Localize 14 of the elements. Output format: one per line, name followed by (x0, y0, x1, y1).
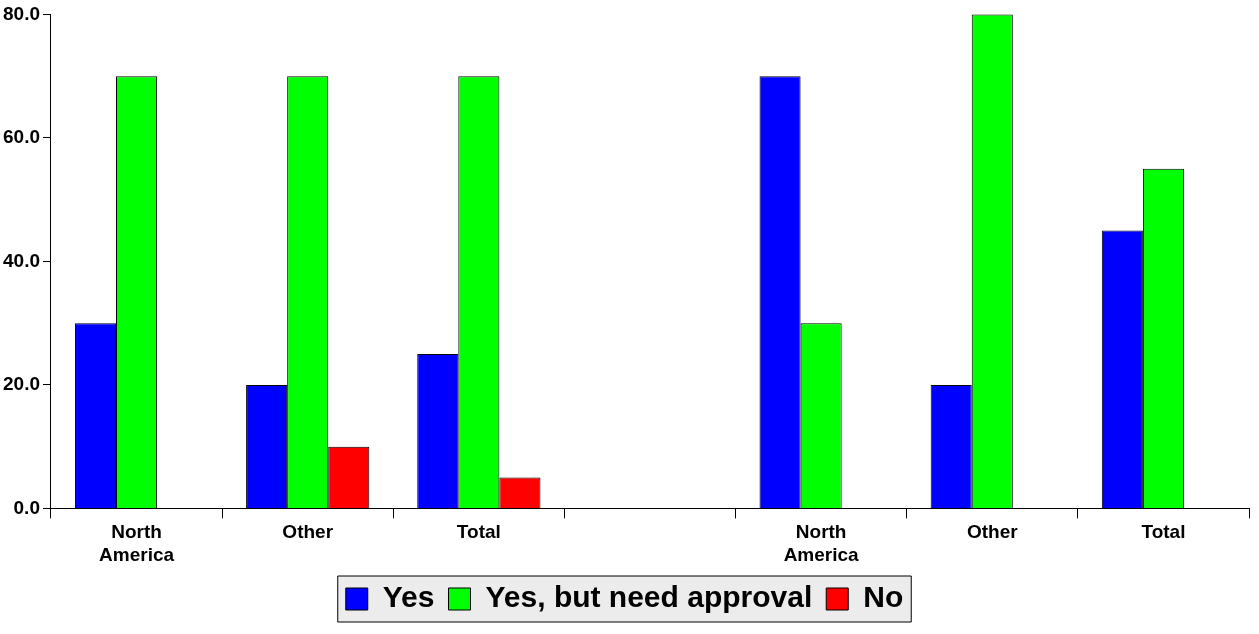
y-tick-label: 80.0 (3, 2, 40, 24)
x-tick-label: North America (783, 521, 860, 565)
x-tick-label: Other (282, 521, 334, 543)
legend-label: Yes (382, 580, 435, 614)
x-tick-label: Total (1141, 521, 1186, 543)
y-tick-label: 20.0 (3, 373, 40, 395)
x-tick-label: North America (99, 521, 175, 565)
y-tick-label: 40.0 (3, 249, 40, 271)
y-tick-label: 60.0 (3, 126, 40, 148)
x-tick-label: Other (966, 521, 1019, 543)
legend-label: No (863, 580, 904, 614)
y-tick-label: 0.0 (13, 496, 40, 518)
legend-label: Yes, but need approval (485, 580, 813, 614)
x-tick-label: Total (456, 521, 501, 543)
